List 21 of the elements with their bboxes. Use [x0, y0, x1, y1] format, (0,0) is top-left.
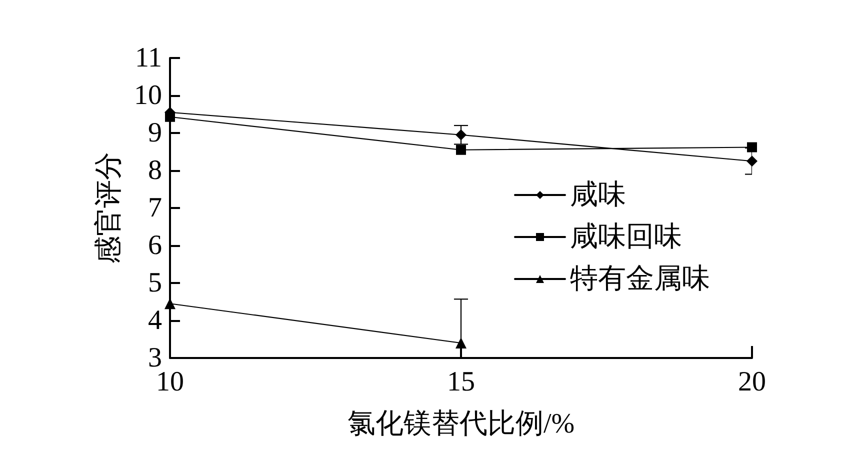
- x-axis-title: 氯化镁替代比例/%: [347, 408, 575, 440]
- y-tick-label: 10: [134, 80, 162, 111]
- point: [456, 144, 466, 155]
- y-tick-label: 5: [148, 268, 162, 298]
- y-tick-label: 4: [148, 305, 162, 336]
- y-tick-label: 9: [148, 118, 162, 148]
- y-tick-label: 8: [148, 155, 162, 186]
- legend-label: 特有金属味: [570, 264, 710, 294]
- y-tick-label: 11: [135, 42, 162, 74]
- y-tick-label: 7: [148, 192, 162, 224]
- legend-label: 咸味回味: [570, 222, 682, 252]
- x-tick-label: 20: [738, 366, 766, 398]
- point: [456, 129, 466, 140]
- point: [747, 142, 757, 152]
- point: [746, 156, 758, 167]
- y-tick-label: 6: [148, 230, 162, 261]
- y-tick-label: 3: [148, 342, 162, 374]
- y-axis-title: 感官评分: [94, 152, 125, 264]
- x-tick-label: 15: [447, 366, 475, 398]
- point: [165, 112, 175, 122]
- legend-label: 咸味: [570, 180, 626, 210]
